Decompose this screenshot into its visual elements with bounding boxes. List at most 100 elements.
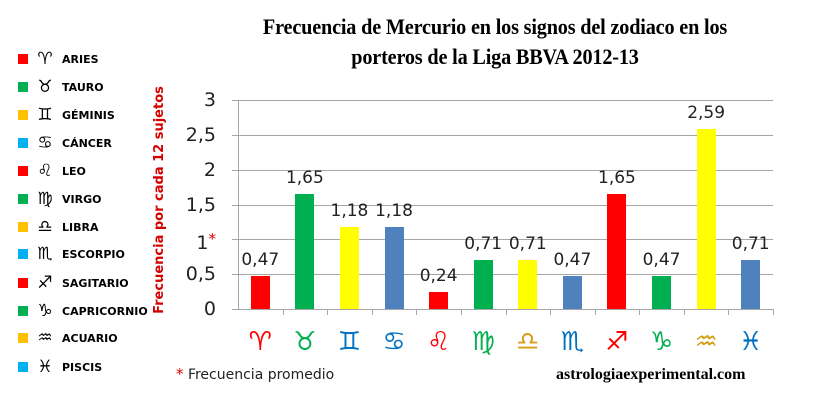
x-tick-mark — [460, 309, 462, 315]
bar-value-label: 1,18 — [330, 200, 369, 221]
average-marker-star: * — [208, 230, 217, 249]
legend-label: CÁNCER — [62, 136, 112, 150]
legend-label: LEO — [62, 164, 86, 178]
x-tick-mark — [282, 309, 284, 315]
bar-value-label: 0,71 — [731, 233, 770, 254]
y-tick-label: 1,5 — [176, 195, 216, 215]
sagittarius-icon: ♐ — [37, 273, 53, 293]
chart-title: Frecuencia de Mercurio en los signos del… — [210, 12, 780, 72]
legend-item-sagitario: ♐ SAGITARIO — [18, 273, 129, 293]
plot-area — [232, 100, 774, 315]
legend-item-leo: ♌ LEO — [18, 161, 86, 181]
virgo-icon: ♍ — [37, 189, 53, 209]
cancer-icon: ♋ — [37, 133, 53, 153]
y-tick-mark — [232, 204, 238, 206]
bar-value-label: 1,65 — [598, 168, 636, 189]
libra-icon: ♎ — [37, 217, 53, 237]
legend-label: PISCIS — [62, 360, 103, 374]
bar-value-label: 0,47 — [241, 250, 280, 271]
pisces-icon: ♓ — [739, 327, 763, 357]
leo-icon: ♌ — [37, 161, 53, 181]
gridline — [238, 169, 773, 171]
y-tick-label: 1* — [176, 229, 216, 253]
x-tick-mark — [550, 309, 552, 315]
gridline — [238, 100, 773, 101]
y-tick-value: 2 — [203, 158, 216, 181]
gridline — [238, 134, 773, 136]
legend-swatch — [18, 166, 28, 176]
aries-icon: ♈ — [248, 327, 272, 357]
bar-libra — [518, 259, 538, 309]
legend-swatch — [18, 222, 28, 232]
x-tick-mark — [505, 309, 507, 315]
y-tick-value: 0,5 — [185, 263, 216, 286]
legend-item-géminis: ♊ GÉMINIS — [18, 105, 115, 125]
pisces-icon: ♓ — [37, 357, 53, 377]
gemini-icon: ♊ — [37, 105, 53, 125]
legend-swatch — [18, 306, 28, 316]
site-credit: astrologiaexperimental.com — [556, 366, 746, 383]
gridline — [238, 274, 773, 276]
bar-escorpio — [562, 276, 582, 309]
x-tick-mark — [594, 309, 596, 315]
legend-item-cáncer: ♋ CÁNCER — [18, 133, 112, 153]
y-tick-value: 1,5 — [185, 193, 216, 216]
footnote-star: * — [176, 365, 184, 383]
x-tick-mark — [683, 309, 685, 315]
bar-value-label: 2,59 — [687, 102, 726, 123]
legend-label: VIRGO — [62, 192, 102, 206]
legend-label: TAURO — [62, 80, 104, 94]
legend-item-aries: ♈ ARIES — [18, 49, 99, 69]
legend-item-tauro: ♉ TAURO — [18, 77, 104, 97]
bar-tauro — [295, 194, 315, 309]
y-tick-mark — [232, 100, 238, 101]
bar-géminis — [339, 226, 359, 309]
y-tick-value: 2,5 — [185, 123, 216, 146]
leo-icon: ♌ — [426, 327, 451, 357]
bar-value-label: 1,65 — [285, 168, 324, 189]
footnote: * Frecuencia promedio — [176, 365, 334, 383]
y-tick-value: 0 — [203, 298, 216, 320]
bar-value-label: 0,71 — [464, 233, 503, 254]
gridline — [238, 239, 773, 241]
legend-swatch — [18, 249, 28, 259]
legend-item-virgo: ♍ VIRGO — [18, 189, 101, 209]
taurus-icon: ♉ — [37, 77, 53, 97]
x-tick-mark — [371, 309, 373, 315]
cancer-icon: ♋ — [382, 327, 406, 357]
scorpio-icon: ♏ — [560, 327, 585, 357]
sagittarius-icon: ♐ — [605, 327, 629, 357]
aquarius-icon: ♒ — [37, 328, 53, 348]
y-tick-mark — [232, 309, 238, 310]
y-tick-label: 0 — [176, 299, 216, 319]
legend-swatch — [18, 333, 28, 343]
legend-label: SAGITARIO — [62, 276, 129, 290]
y-axis-title: Frecuencia por cada 12 sujetos — [152, 86, 167, 314]
gemini-icon: ♊ — [337, 327, 362, 357]
legend-swatch — [18, 362, 28, 372]
y-tick-mark — [232, 169, 238, 171]
bar-acuario — [696, 128, 716, 309]
legend-swatch — [18, 138, 28, 148]
legend-swatch — [18, 194, 28, 204]
chart-title-line-2: porteros de la Liga BBVA 2012-13 — [351, 44, 639, 69]
legend-item-piscis: ♓ PISCIS — [18, 357, 102, 377]
bar-value-label: 1,18 — [375, 200, 413, 221]
bar-virgo — [473, 259, 493, 309]
legend-swatch — [18, 110, 28, 120]
y-tick-value: 3 — [203, 89, 216, 111]
x-tick-mark — [728, 309, 730, 315]
legend-label: GÉMINIS — [62, 108, 115, 122]
legend-swatch — [18, 54, 28, 64]
y-tick-mark — [232, 134, 238, 136]
aquarius-icon: ♒ — [694, 327, 718, 357]
chart-title-line-1: Frecuencia de Mercurio en los signos del… — [262, 14, 728, 39]
capricorn-icon: ♑ — [37, 301, 53, 321]
y-tick-mark — [232, 274, 238, 276]
y-tick-label: 0,5 — [176, 264, 216, 284]
y-tick-mark — [232, 239, 238, 241]
legend-item-acuario: ♒ ACUARIO — [18, 328, 118, 348]
bar-aries — [250, 276, 270, 309]
x-tick-mark — [639, 309, 641, 315]
libra-icon: ♎ — [516, 327, 540, 357]
